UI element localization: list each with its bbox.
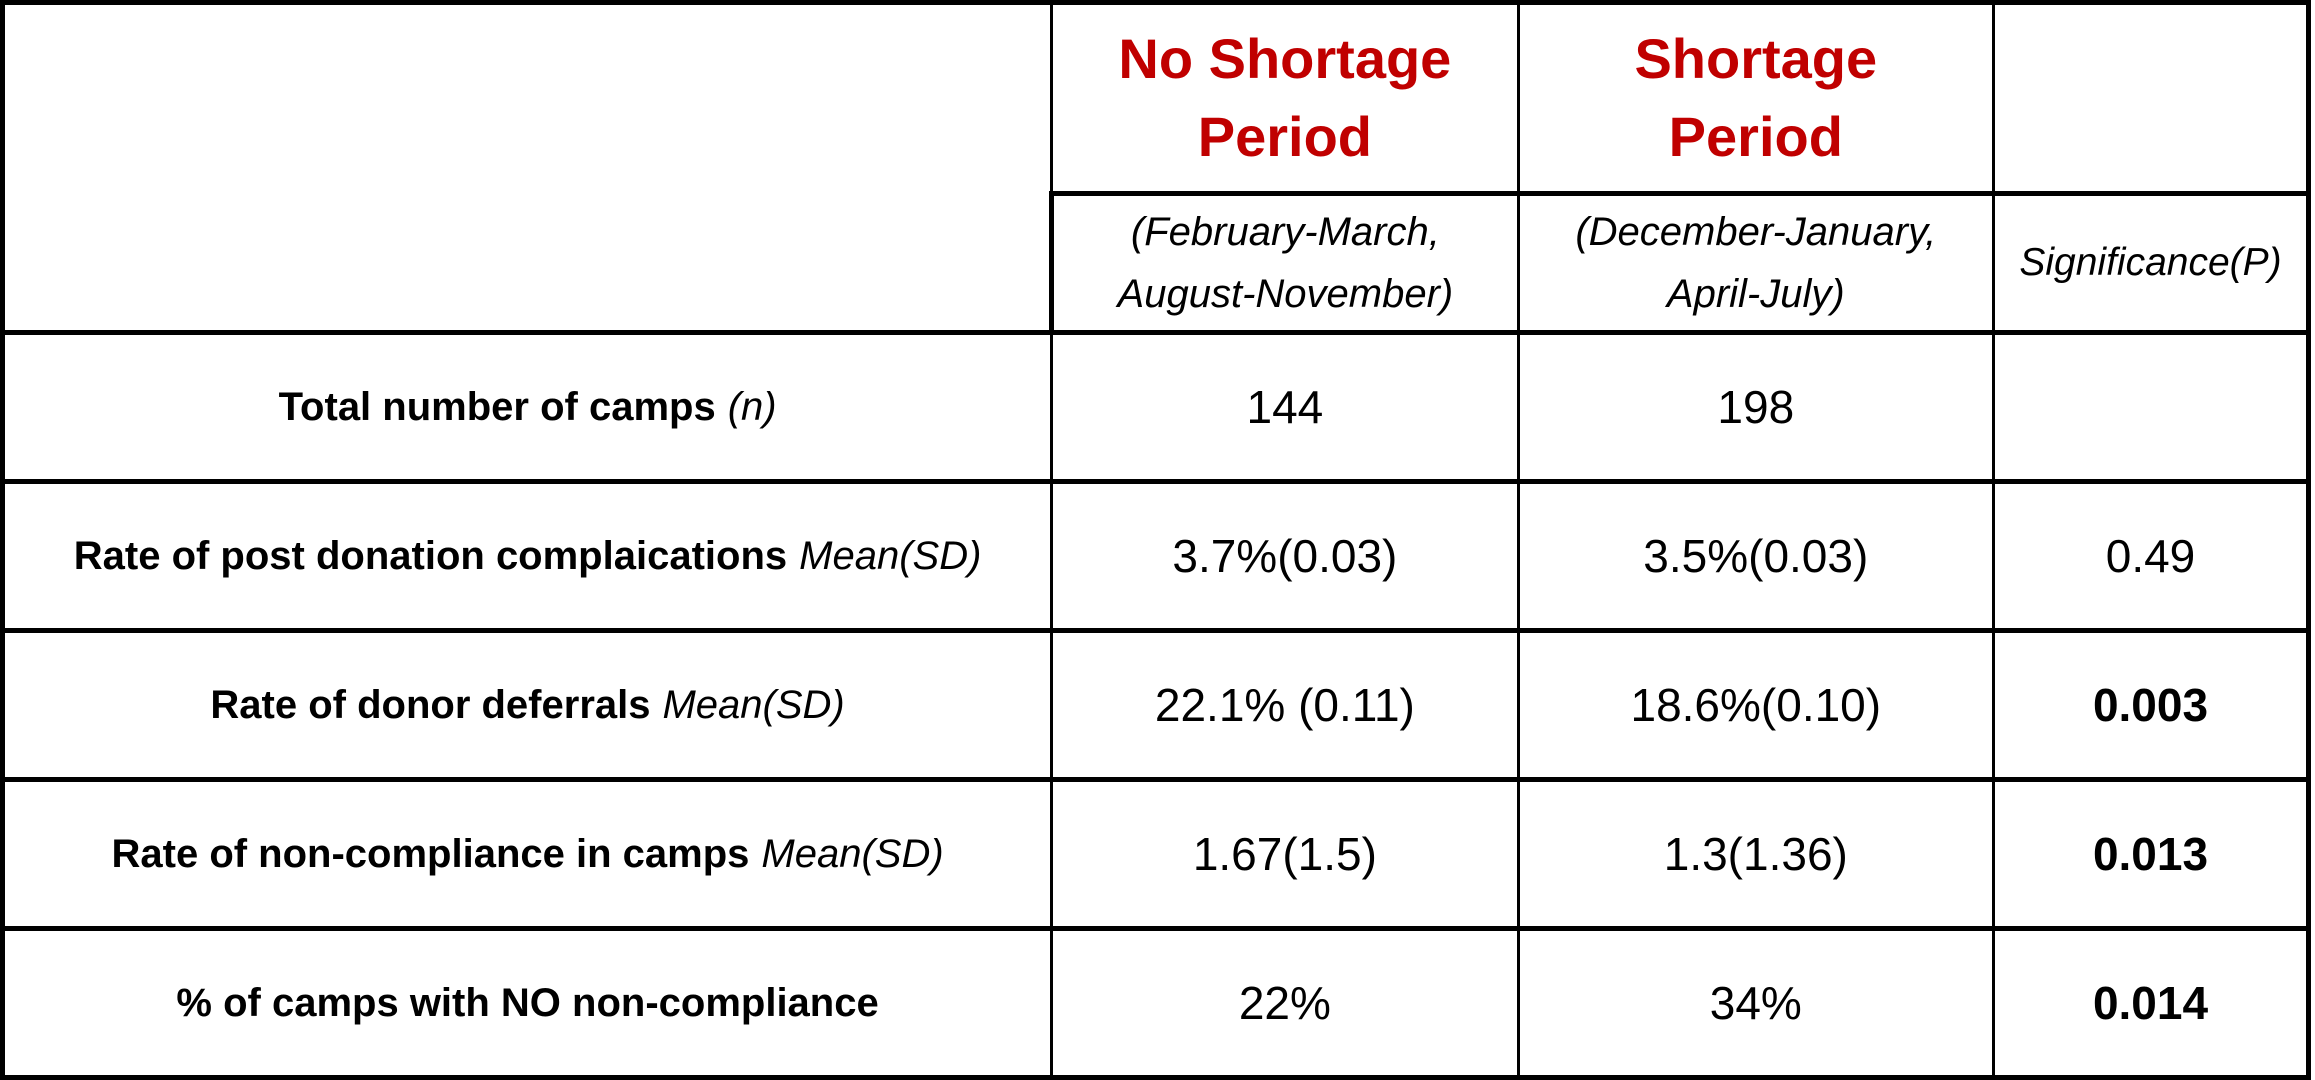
no-shortage-period-months: (February-March, August-November)	[1049, 191, 1520, 335]
shortage-value: 18.6%(0.10)	[1516, 628, 1996, 782]
no-shortage-value: 22.1% (0.11)	[1050, 628, 1520, 782]
table-row-camps-no-non-compliance: % of camps with NO non-compliance 22% 34…	[0, 926, 2311, 1080]
row-label-cell: % of camps with NO non-compliance	[0, 926, 1054, 1080]
significance-value: 0.003	[1992, 628, 2311, 782]
shortage-value: 1.3(1.36)	[1516, 777, 1996, 931]
row-label-suffix: (n)	[727, 385, 777, 429]
corner-empty-cell	[0, 0, 1054, 335]
row-label-cell: Rate of post donation complaications Mean…	[0, 479, 1054, 633]
table-row-post-donation-complications: Rate of post donation complaications Mean…	[0, 479, 2311, 633]
significance-value: 0.014	[1992, 926, 2311, 1080]
row-label-suffix: Mean(SD)	[799, 534, 982, 578]
row-label: % of camps with NO non-compliance	[176, 981, 879, 1025]
shortage-value: 34%	[1516, 926, 1996, 1080]
no-shortage-value: 1.67(1.5)	[1050, 777, 1520, 931]
no-shortage-value: 22%	[1050, 926, 1520, 1080]
row-label: Rate of non-compliance in camps	[111, 832, 750, 876]
header-row-sub: (February-March, August-November) (Decem…	[3, 191, 2311, 335]
header-row-main: No Shortage Period Shortage Period	[0, 0, 2311, 335]
shortage-period-months: (December-January, April-July)	[1516, 191, 1996, 335]
significance-value: 0.49	[1992, 479, 2311, 633]
no-shortage-period-header: No Shortage Period	[1050, 0, 1520, 196]
table-row-donor-deferrals: Rate of donor deferrals Mean(SD) 22.1% (0…	[0, 628, 2311, 782]
table-row-non-compliance-rate: Rate of non-compliance in camps Mean(SD) …	[0, 777, 2311, 931]
table-row-total-camps: Total number of camps (n) 144 198	[0, 330, 2311, 484]
shortage-value: 3.5%(0.03)	[1516, 479, 1996, 633]
significance-value	[1992, 330, 2311, 484]
row-label-suffix: Mean(SD)	[761, 832, 944, 876]
shortage-period-title: Shortage Period	[1634, 26, 1878, 168]
shortage-value: 198	[1516, 330, 1996, 484]
no-shortage-value: 144	[1050, 330, 1520, 484]
row-label-suffix: Mean(SD)	[662, 683, 845, 727]
significance-header-empty-cell	[1992, 0, 2311, 196]
shortage-period-header: Shortage Period	[1516, 0, 1996, 196]
row-label: Rate of donor deferrals	[210, 683, 651, 727]
row-label: Rate of post donation complaications	[73, 534, 788, 578]
no-shortage-months-line1: (February-March,	[1130, 210, 1440, 254]
shortage-months-line1: (December-January,	[1575, 210, 1937, 254]
shortage-months-line2: April-July)	[1666, 272, 1845, 316]
row-label-cell: Rate of non-compliance in camps Mean(SD)	[0, 777, 1054, 931]
row-label-cell: Rate of donor deferrals Mean(SD)	[0, 628, 1054, 782]
row-label-cell: Total number of camps (n)	[0, 330, 1054, 484]
no-shortage-value: 3.7%(0.03)	[1050, 479, 1520, 633]
significance-value: 0.013	[1992, 777, 2311, 931]
row-label: Total number of camps	[278, 385, 716, 429]
no-shortage-period-title: No Shortage Period	[1118, 26, 1452, 168]
no-shortage-months-line2: August-November)	[1117, 272, 1454, 316]
significance-header: Significance(P)	[1992, 191, 2311, 335]
